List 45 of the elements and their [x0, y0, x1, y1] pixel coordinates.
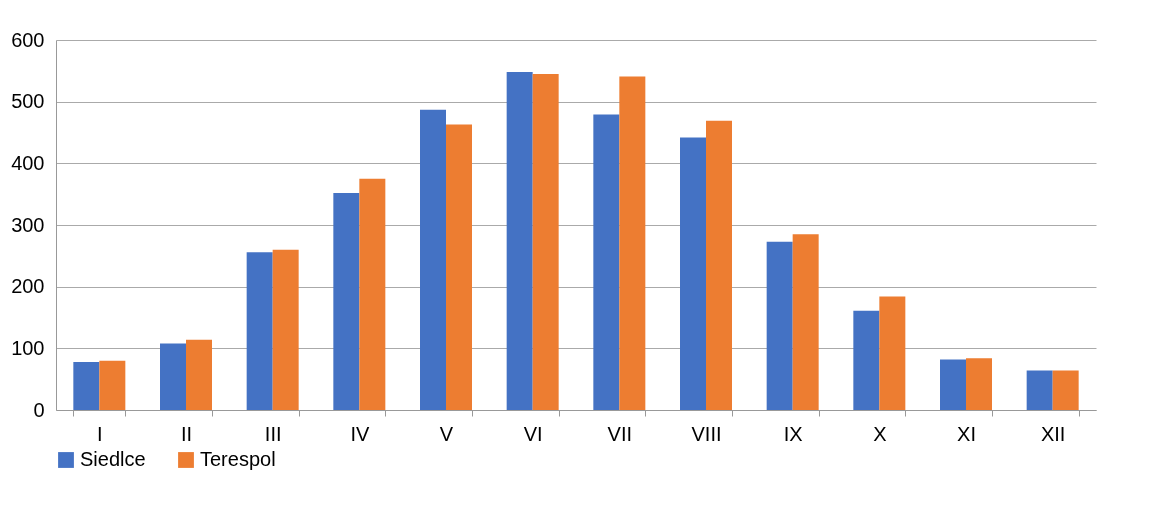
y-tick-label: 200	[11, 275, 45, 298]
bar	[160, 343, 186, 410]
bar	[359, 178, 386, 410]
bar	[446, 124, 472, 410]
x-tick-label: VI	[523, 422, 543, 445]
bar	[333, 192, 360, 410]
y-tick-label: 600	[11, 28, 45, 51]
bar	[792, 234, 819, 410]
x-tick-label: IV	[350, 422, 370, 445]
bar	[1052, 370, 1079, 410]
bar	[706, 120, 732, 410]
bar	[853, 310, 880, 410]
bar	[940, 359, 966, 410]
bar	[532, 73, 559, 410]
bar	[186, 339, 212, 410]
x-tick-label: II	[180, 422, 193, 445]
legend-label: Siedlce	[80, 448, 146, 470]
x-tick-label: XII	[1040, 422, 1066, 445]
bar	[272, 249, 299, 410]
y-tick-label: 500	[11, 90, 45, 113]
x-tick-label: VII	[607, 422, 633, 445]
y-tick-label: 400	[11, 151, 45, 174]
bar	[1026, 370, 1053, 410]
x-tick-label: I	[97, 422, 103, 445]
y-tick-label: 100	[11, 336, 45, 359]
bar	[73, 361, 100, 410]
bar	[593, 114, 620, 410]
legend-label: Terespol	[200, 448, 276, 470]
bar	[966, 358, 992, 410]
x-tick-label: VIII	[691, 422, 722, 445]
y-tick-label: 0	[33, 398, 45, 421]
bar	[99, 360, 126, 410]
x-tick-label: X	[873, 422, 887, 445]
x-tick-label: XI	[957, 422, 976, 445]
bar	[246, 252, 273, 410]
bar	[879, 296, 906, 410]
bar	[619, 76, 646, 410]
bar	[506, 72, 533, 410]
bar	[680, 137, 706, 410]
y-tick-label: 300	[11, 213, 45, 236]
x-tick-label: V	[439, 422, 454, 445]
bar	[420, 109, 446, 410]
x-tick-label: III	[264, 422, 282, 445]
x-tick-label: IX	[783, 422, 803, 445]
bar	[766, 241, 793, 410]
